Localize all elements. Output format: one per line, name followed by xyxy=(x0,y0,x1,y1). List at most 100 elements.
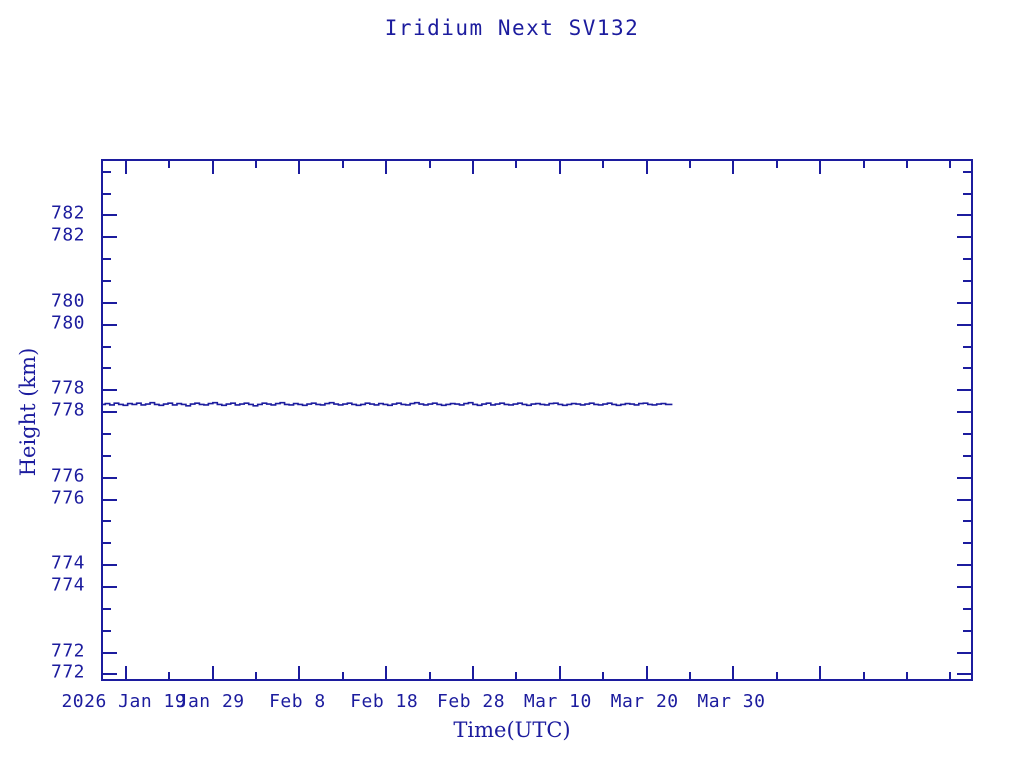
y-tick-left-minor xyxy=(103,345,111,348)
y-tick-label: 782 xyxy=(50,224,85,246)
y-tick-right-minor xyxy=(963,542,971,545)
x-tick-label: 2026 Jan 19 xyxy=(61,691,187,712)
y-tick-right-minor xyxy=(963,192,971,195)
y-tick-left-minor xyxy=(103,192,111,195)
x-tick-bottom-major xyxy=(732,666,735,679)
x-tick-top-major xyxy=(124,161,127,174)
y-tick-left-major xyxy=(103,476,117,479)
y-tick-left-minor xyxy=(103,170,111,173)
x-tick-top-major xyxy=(472,161,475,174)
y-tick-left-minor xyxy=(103,280,111,283)
y-tick-label: 774 xyxy=(50,574,85,596)
y-tick-right-major xyxy=(957,301,971,304)
y-tick-left-major xyxy=(103,586,117,589)
x-tick-top-minor xyxy=(255,161,258,168)
y-tick-right-major xyxy=(957,389,971,392)
x-tick-bottom-major xyxy=(558,666,561,679)
y-tick-label: 774 xyxy=(50,552,85,574)
x-tick-bottom-minor xyxy=(515,672,518,679)
x-tick-label: Mar 20 xyxy=(610,691,679,712)
x-tick-bottom-minor xyxy=(428,672,431,679)
x-tick-top-major xyxy=(558,161,561,174)
x-tick-top-minor xyxy=(341,161,344,168)
x-tick-bottom-minor xyxy=(906,672,909,679)
y-tick-left-minor xyxy=(103,520,111,523)
height-series-line xyxy=(103,401,673,407)
x-tick-top-minor xyxy=(602,161,605,168)
y-tick-label: 778 xyxy=(50,377,85,399)
y-tick-right-minor xyxy=(963,629,971,632)
x-tick-label: Jan 29 xyxy=(176,691,245,712)
y-tick-label: 772 xyxy=(50,640,85,662)
x-tick-bottom-minor xyxy=(775,672,778,679)
y-tick-right-major xyxy=(957,214,971,217)
x-tick-top-minor xyxy=(906,161,909,168)
y-tick-right-minor xyxy=(963,170,971,173)
y-tick-right-minor xyxy=(963,520,971,523)
y-tick-left-major xyxy=(103,323,117,326)
x-tick-top-minor xyxy=(862,161,865,168)
x-tick-top-minor xyxy=(515,161,518,168)
x-tick-label: Feb 18 xyxy=(350,691,419,712)
y-tick-label: 782 xyxy=(50,202,85,224)
x-tick-bottom-minor xyxy=(862,672,865,679)
plot-frame xyxy=(101,159,973,681)
y-tick-left-major xyxy=(103,301,117,304)
y-tick-right-major xyxy=(957,498,971,501)
y-tick-label: 780 xyxy=(50,290,85,312)
x-tick-label: Feb 8 xyxy=(269,691,326,712)
y-tick-left-major xyxy=(103,673,117,676)
y-tick-right-major xyxy=(957,586,971,589)
y-tick-label: 778 xyxy=(50,399,85,421)
y-tick-left-minor xyxy=(103,542,111,545)
y-tick-label: 776 xyxy=(50,465,85,487)
y-tick-left-major xyxy=(103,389,117,392)
y-tick-left-minor xyxy=(103,629,111,632)
x-tick-top-major xyxy=(298,161,301,174)
x-tick-bottom-minor xyxy=(689,672,692,679)
y-tick-left-major xyxy=(103,236,117,239)
x-tick-top-major xyxy=(211,161,214,174)
y-tick-right-minor xyxy=(963,607,971,610)
y-tick-label: 780 xyxy=(50,312,85,334)
y-tick-left-minor xyxy=(103,258,111,261)
y-tick-left-minor xyxy=(103,454,111,457)
x-tick-top-minor xyxy=(949,161,952,168)
y-tick-right-minor xyxy=(963,433,971,436)
plot-area xyxy=(103,161,971,679)
y-tick-right-major xyxy=(957,564,971,567)
x-axis-title: Time(UTC) xyxy=(453,718,571,742)
x-tick-top-minor xyxy=(428,161,431,168)
x-tick-bottom-minor xyxy=(255,672,258,679)
x-tick-bottom-major xyxy=(385,666,388,679)
y-axis-title: Height (km) xyxy=(16,347,40,477)
y-tick-right-major xyxy=(957,476,971,479)
y-tick-right-minor xyxy=(963,454,971,457)
x-tick-label: Feb 28 xyxy=(437,691,506,712)
y-tick-left-major xyxy=(103,564,117,567)
x-tick-bottom-major xyxy=(472,666,475,679)
chart-title: Iridium Next SV132 xyxy=(384,16,640,40)
y-tick-right-major xyxy=(957,236,971,239)
x-tick-top-major xyxy=(819,161,822,174)
x-tick-bottom-minor xyxy=(168,672,171,679)
x-tick-bottom-minor xyxy=(341,672,344,679)
x-tick-top-major xyxy=(732,161,735,174)
y-tick-right-minor xyxy=(963,280,971,283)
x-tick-top-minor xyxy=(168,161,171,168)
y-tick-right-minor xyxy=(963,367,971,370)
x-tick-top-minor xyxy=(689,161,692,168)
x-tick-bottom-major xyxy=(211,666,214,679)
y-tick-right-major xyxy=(957,411,971,414)
y-tick-left-minor xyxy=(103,367,111,370)
x-tick-label: Mar 30 xyxy=(697,691,766,712)
y-tick-right-minor xyxy=(963,345,971,348)
x-tick-bottom-major xyxy=(645,666,648,679)
y-tick-label: 776 xyxy=(50,487,85,509)
y-tick-right-minor xyxy=(963,258,971,261)
x-tick-top-major xyxy=(385,161,388,174)
y-tick-left-major xyxy=(103,498,117,501)
x-tick-bottom-major xyxy=(298,666,301,679)
y-tick-left-major xyxy=(103,214,117,217)
